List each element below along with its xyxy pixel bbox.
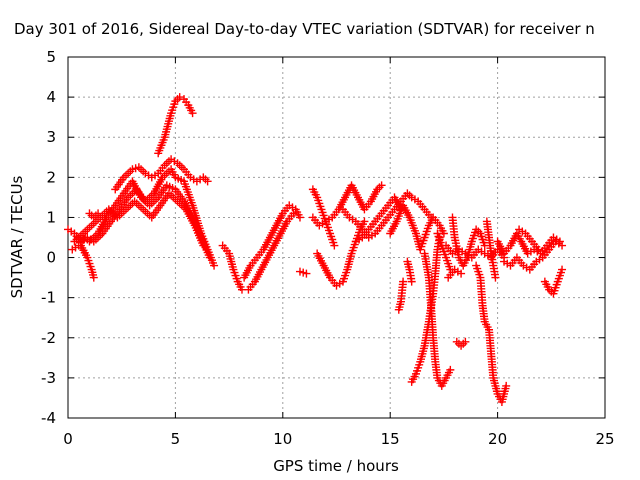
data-point: [399, 277, 408, 286]
data-point: [491, 273, 500, 282]
axes: [67, 56, 606, 419]
y-tick-label: 2: [46, 168, 56, 186]
data-point: [407, 277, 416, 286]
data-point: [461, 337, 470, 346]
chart-title: Day 301 of 2016, Sidereal Day-to-day VTE…: [14, 20, 595, 38]
x-tick-label: 15: [381, 430, 400, 448]
x-tick-label: 0: [63, 430, 73, 448]
x-tick-label: 10: [273, 430, 292, 448]
data-point: [558, 265, 567, 274]
tick-labels: 0 5 10 15 20 25 -4 -3 -2 -1 0 1 2 3 4 5: [41, 48, 615, 448]
y-tick-label: -1: [41, 289, 56, 307]
plot-border: [67, 56, 606, 419]
data-point: [502, 381, 511, 390]
y-tick-label: 0: [46, 249, 56, 267]
data-point: [205, 253, 214, 262]
data-point: [89, 273, 98, 282]
data-point: [289, 209, 298, 218]
grid-lines: [68, 57, 605, 418]
data-point: [534, 245, 543, 254]
y-tick-label: -3: [41, 369, 56, 387]
data-point: [295, 213, 304, 222]
y-tick-label: 1: [46, 208, 56, 226]
x-axis-label: GPS time / hours: [273, 457, 399, 475]
data-point: [457, 269, 466, 278]
y-tick-label: 4: [46, 88, 56, 106]
y-axis-label: SDTVAR / TECUs: [8, 175, 26, 298]
x-tick-label: 20: [488, 430, 507, 448]
data-point: [199, 241, 208, 250]
data-point: [203, 177, 212, 186]
x-tick-label: 25: [595, 430, 614, 448]
data-point: [302, 269, 311, 278]
y-tick-label: -4: [41, 409, 56, 427]
data-point: [558, 241, 567, 250]
x-tick-label: 5: [171, 430, 181, 448]
y-tick-label: -2: [41, 329, 56, 347]
data-point: [175, 93, 184, 102]
data-point: [360, 217, 369, 226]
y-tick-label: 3: [46, 128, 56, 146]
data-point: [377, 181, 386, 190]
y-tick-label: 5: [46, 48, 56, 66]
data-point: [446, 365, 455, 374]
data-point: [210, 261, 219, 270]
data-point: [94, 209, 103, 218]
data-points: [64, 93, 567, 406]
data-point: [330, 241, 339, 250]
data-point: [188, 109, 197, 118]
